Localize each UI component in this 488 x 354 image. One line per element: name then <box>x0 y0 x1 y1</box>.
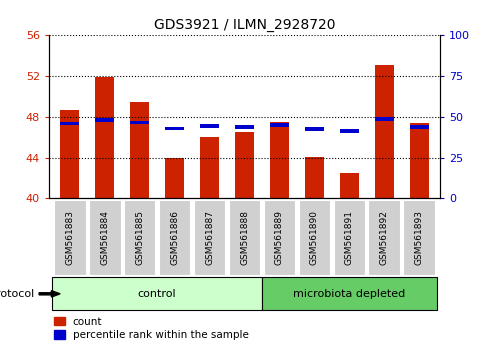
Bar <box>339 173 358 198</box>
Text: microbiota depleted: microbiota depleted <box>293 289 405 299</box>
FancyBboxPatch shape <box>298 200 329 275</box>
Bar <box>304 127 323 131</box>
Bar <box>60 110 80 198</box>
Text: GSM561890: GSM561890 <box>309 210 318 265</box>
FancyBboxPatch shape <box>159 200 190 275</box>
Bar <box>304 156 323 198</box>
FancyBboxPatch shape <box>89 200 120 275</box>
Text: GSM561885: GSM561885 <box>135 210 144 265</box>
FancyBboxPatch shape <box>228 200 260 275</box>
FancyBboxPatch shape <box>333 200 364 275</box>
FancyBboxPatch shape <box>403 200 434 275</box>
Bar <box>165 158 184 198</box>
Text: GSM561886: GSM561886 <box>170 210 179 265</box>
Bar <box>130 102 149 198</box>
FancyBboxPatch shape <box>54 200 85 275</box>
Text: GSM561888: GSM561888 <box>240 210 248 265</box>
Bar <box>269 123 288 127</box>
Bar <box>234 132 254 198</box>
Bar <box>409 123 428 198</box>
Bar <box>95 118 114 122</box>
Text: GSM561884: GSM561884 <box>100 210 109 265</box>
Bar <box>374 65 393 198</box>
Bar <box>200 137 219 198</box>
Bar <box>200 125 219 128</box>
FancyBboxPatch shape <box>263 200 295 275</box>
Text: control: control <box>138 289 176 299</box>
FancyBboxPatch shape <box>368 200 399 275</box>
Text: GSM561891: GSM561891 <box>344 210 353 265</box>
Text: GSM561892: GSM561892 <box>379 210 388 265</box>
Text: GSM561893: GSM561893 <box>414 210 423 265</box>
Bar <box>409 125 428 129</box>
FancyBboxPatch shape <box>262 277 436 310</box>
Bar <box>339 129 358 133</box>
Bar <box>95 77 114 198</box>
FancyBboxPatch shape <box>52 277 262 310</box>
Bar <box>165 127 184 131</box>
Text: GSM561889: GSM561889 <box>274 210 284 265</box>
FancyBboxPatch shape <box>193 200 225 275</box>
Text: protocol: protocol <box>0 289 34 299</box>
Title: GDS3921 / ILMN_2928720: GDS3921 / ILMN_2928720 <box>153 18 335 32</box>
Text: GSM561887: GSM561887 <box>204 210 214 265</box>
Text: GSM561883: GSM561883 <box>65 210 74 265</box>
Bar <box>130 121 149 124</box>
Bar <box>60 121 80 125</box>
Bar <box>374 118 393 121</box>
FancyBboxPatch shape <box>124 200 155 275</box>
Bar <box>269 122 288 198</box>
Legend: count, percentile rank within the sample: count, percentile rank within the sample <box>54 317 248 340</box>
Bar <box>234 125 254 129</box>
